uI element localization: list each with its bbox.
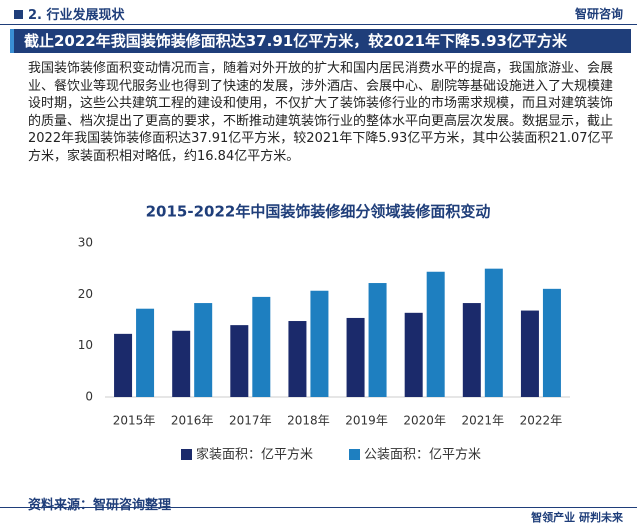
bar bbox=[194, 303, 213, 397]
chart-title: 2015-2022年中国装饰装修细分领域装修面积变动 bbox=[146, 203, 491, 221]
y-tick-label: 20 bbox=[78, 287, 93, 301]
legend-swatch bbox=[349, 449, 360, 460]
y-tick-label: 10 bbox=[78, 338, 93, 352]
x-tick-label: 2018年 bbox=[287, 414, 330, 428]
bar bbox=[230, 325, 249, 397]
chart: 2015-2022年中国装饰装修细分领域装修面积变动 0 10 20 30 2015年 2… bbox=[78, 203, 570, 463]
bar bbox=[252, 296, 271, 397]
bar bbox=[426, 271, 445, 397]
brand: 智研咨询 bbox=[574, 7, 623, 21]
x-tick-label: 2017年 bbox=[229, 414, 272, 428]
bar bbox=[288, 321, 307, 397]
bar bbox=[136, 308, 155, 397]
rule bbox=[0, 24, 637, 25]
bar bbox=[520, 310, 539, 397]
x-tick-label: 2019年 bbox=[345, 414, 388, 428]
rule bbox=[0, 507, 637, 508]
x-tick-label: 2022年 bbox=[520, 414, 563, 428]
bar bbox=[310, 290, 329, 397]
legend-swatch bbox=[181, 449, 192, 460]
y-tick-label: 30 bbox=[78, 236, 93, 250]
bar bbox=[542, 288, 561, 397]
bar bbox=[172, 330, 191, 397]
bar bbox=[114, 333, 133, 397]
bar bbox=[404, 312, 423, 397]
y-tick-label: 0 bbox=[85, 390, 93, 404]
bar bbox=[368, 283, 387, 397]
legend-label: 公装面积：亿平方米 bbox=[364, 447, 481, 463]
bar bbox=[462, 303, 481, 397]
slogan: 智领产业 研判未来 bbox=[531, 511, 623, 524]
x-tick-label: 2020年 bbox=[403, 414, 446, 428]
bar bbox=[484, 268, 503, 397]
source: 资料来源：智研咨询整理 bbox=[28, 498, 172, 513]
x-tick-label: 2016年 bbox=[171, 414, 214, 428]
bar bbox=[346, 317, 365, 397]
legend-label: 家装面积：亿平方米 bbox=[196, 447, 313, 463]
x-tick-label: 2021年 bbox=[462, 414, 505, 428]
x-tick-label: 2015年 bbox=[113, 414, 156, 428]
paragraph: 我国装饰装修面积变动情况而言，随着对外开放的扩大和国内居民消费水平的提高，我国旅… bbox=[28, 61, 614, 164]
section-title: 2. 行业发展现状 bbox=[14, 4, 125, 23]
banner: 截止2022年我国装饰装修面积达37.91亿平方米，较2021年下降5.93亿平… bbox=[10, 29, 631, 53]
